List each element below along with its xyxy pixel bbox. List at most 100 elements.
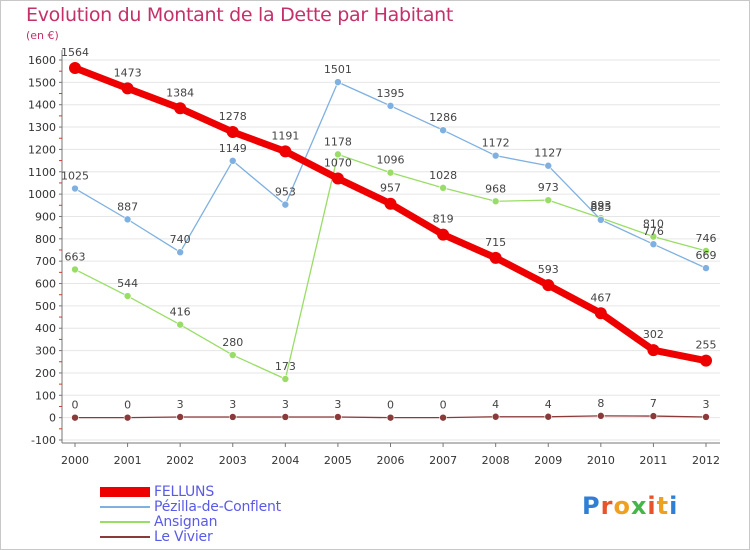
- data-label: 3: [177, 398, 184, 411]
- data-point: [544, 161, 553, 170]
- x-tick-label: 2004: [271, 454, 299, 467]
- data-point: [279, 145, 292, 158]
- data-point: [700, 354, 712, 367]
- data-point: [123, 215, 132, 224]
- x-tick-label: 2006: [377, 454, 405, 467]
- y-tick-label: 500: [35, 300, 56, 313]
- y-tick-label: 600: [35, 278, 56, 291]
- data-label: 810: [643, 218, 664, 231]
- legend-label: Pézilla-de-Conflent: [154, 499, 281, 515]
- y-tick-label: 300: [35, 345, 56, 358]
- legend-swatch: [100, 521, 150, 523]
- data-label: 1564: [61, 46, 89, 59]
- data-label: 715: [485, 236, 506, 249]
- logo-letter: i: [647, 492, 657, 520]
- data-point: [649, 232, 658, 241]
- series-felluns: [69, 62, 712, 367]
- y-tick-label: 0: [49, 412, 56, 425]
- data-point: [491, 197, 500, 206]
- legend-swatch: [100, 506, 150, 508]
- data-label: 740: [170, 233, 191, 246]
- data-label: 1025: [61, 170, 89, 183]
- data-label: 3: [229, 398, 236, 411]
- y-tick-label: 1200: [28, 143, 56, 156]
- data-point: [384, 197, 397, 210]
- data-label: 467: [590, 291, 611, 304]
- data-label: 255: [696, 339, 717, 352]
- data-point: [437, 228, 450, 241]
- data-label: 1127: [534, 147, 562, 160]
- y-tick-label: 900: [35, 210, 56, 223]
- data-label: 893: [590, 199, 611, 212]
- data-point: [649, 240, 658, 248]
- y-tick-label: 1100: [28, 166, 56, 179]
- x-tick-label: 2005: [324, 454, 352, 467]
- data-point: [71, 413, 79, 422]
- data-labels-1: 1025 887 740 1149 953 1501 1395 1286 1172 1127 885…: [61, 63, 717, 262]
- data-label: 3: [703, 398, 710, 411]
- x-tick-label: 2002: [166, 454, 194, 467]
- data-point: [176, 320, 184, 329]
- legend-label: Ansignan: [154, 514, 218, 530]
- data-label: 973: [538, 181, 559, 194]
- data-point: [386, 102, 395, 110]
- data-label: 593: [538, 263, 559, 276]
- data-point: [702, 413, 710, 421]
- y-tick-label: -100: [31, 434, 56, 447]
- logo-letter: i: [669, 492, 679, 520]
- chart-unit-label: (en €): [26, 29, 59, 42]
- data-label: 968: [485, 182, 506, 195]
- data-labels-0: 1564 1473 1384 1278 1191 1070 957 819 715 593 467 3…: [61, 46, 717, 352]
- data-label: 1149: [219, 142, 247, 155]
- data-point: [334, 78, 342, 86]
- series-pezilla-de-conflent: [71, 78, 710, 272]
- data-label: 0: [72, 399, 79, 412]
- data-point: [489, 251, 502, 264]
- y-tick-label: 1400: [28, 99, 56, 112]
- y-tick-label: 1600: [28, 54, 56, 67]
- data-label: 7: [650, 397, 657, 410]
- proxiti-logo: Proxiti: [582, 492, 678, 520]
- data-label: 663: [65, 250, 86, 263]
- y-tick-label: 700: [35, 255, 56, 268]
- data-point: [491, 412, 500, 421]
- data-label: 1096: [377, 154, 405, 167]
- data-label: 1172: [482, 137, 510, 150]
- data-label: 953: [275, 186, 296, 199]
- x-tick-label: 2012: [692, 454, 720, 467]
- data-point: [386, 413, 395, 422]
- chart-title: Evolution du Montant de la Dette par Hab…: [26, 4, 454, 26]
- data-point: [334, 150, 342, 159]
- data-label: 1191: [271, 129, 299, 142]
- data-point: [544, 196, 553, 204]
- data-point: [123, 413, 132, 422]
- data-label: 4: [492, 398, 499, 411]
- data-point: [542, 279, 555, 292]
- data-point: [647, 344, 660, 357]
- data-label: 819: [433, 213, 454, 226]
- y-tick-label: 100: [35, 389, 56, 402]
- data-point: [439, 126, 447, 134]
- x-tick-label: 2000: [61, 454, 89, 467]
- data-point: [71, 184, 79, 193]
- data-label: 0: [440, 399, 447, 412]
- data-label: 416: [170, 306, 191, 319]
- data-point: [281, 375, 290, 383]
- logo-letter: o: [613, 492, 631, 520]
- y-tick-label: 200: [35, 367, 56, 380]
- data-label: 0: [124, 399, 131, 412]
- data-point: [71, 265, 79, 274]
- data-point: [544, 412, 553, 421]
- x-tick-label: 2007: [429, 454, 457, 467]
- data-point: [228, 413, 237, 421]
- logo-letter: P: [582, 492, 601, 520]
- data-point: [386, 168, 395, 177]
- data-label: 1028: [429, 169, 457, 182]
- data-point: [226, 125, 239, 138]
- plot-area: [62, 52, 720, 440]
- data-point: [176, 413, 184, 421]
- x-tick-label: 2008: [482, 454, 510, 467]
- data-point: [439, 184, 447, 192]
- data-label: 302: [643, 328, 664, 341]
